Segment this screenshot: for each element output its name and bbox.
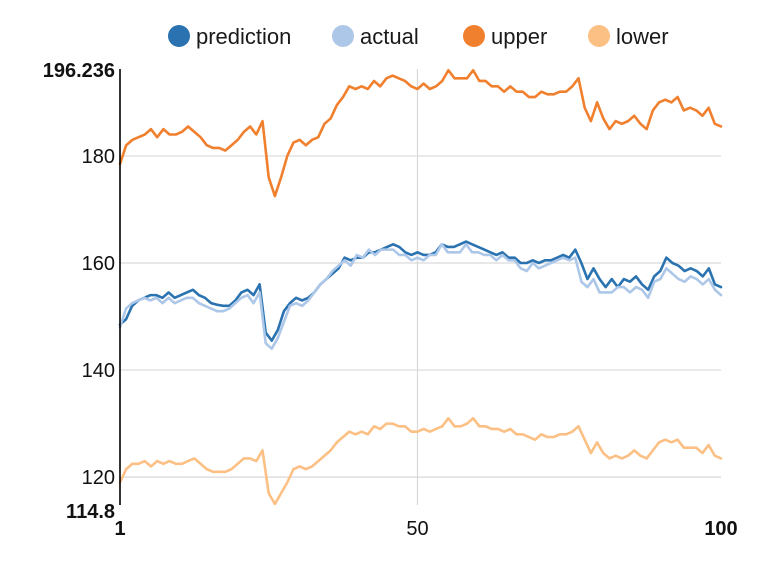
x-tick-label-50: 50 <box>406 518 428 540</box>
y-tick-label-180: 180 <box>82 146 115 168</box>
legend-item-actual[interactable]: actual <box>332 24 419 49</box>
series-line-lower <box>118 416 723 506</box>
tick-labels: 1 50 100 114.8 120 140 160 180 196.236 <box>43 60 738 540</box>
grid-lines <box>120 69 721 505</box>
legend-swatch-lower <box>588 25 610 47</box>
legend-item-upper[interactable]: upper <box>463 24 547 49</box>
legend-swatch-actual <box>332 25 354 47</box>
x-tick-label-1: 1 <box>114 518 125 540</box>
x-tick-label-100: 100 <box>704 518 737 540</box>
series-line-actual <box>118 242 723 350</box>
legend-swatch-upper <box>463 25 485 47</box>
legend-item-lower[interactable]: lower <box>588 24 669 49</box>
legend-item-prediction[interactable]: prediction <box>168 24 291 49</box>
legend-swatch-prediction <box>168 25 190 47</box>
y-tick-label-120: 120 <box>82 467 115 489</box>
series-line-prediction <box>118 240 723 342</box>
y-tick-label-160: 160 <box>82 253 115 275</box>
legend-label-actual: actual <box>360 24 419 49</box>
y-tick-label-114.8: 114.8 <box>66 501 115 523</box>
legend-label-prediction: prediction <box>196 24 291 49</box>
legend-label-upper: upper <box>491 24 547 49</box>
y-tick-label-196.236: 196.236 <box>43 60 115 82</box>
y-tick-label-140: 140 <box>82 360 115 382</box>
legend-label-lower: lower <box>616 24 669 49</box>
series-line-upper <box>118 68 723 198</box>
legend: prediction actual upper lower <box>168 24 669 49</box>
series-layer <box>118 68 723 506</box>
